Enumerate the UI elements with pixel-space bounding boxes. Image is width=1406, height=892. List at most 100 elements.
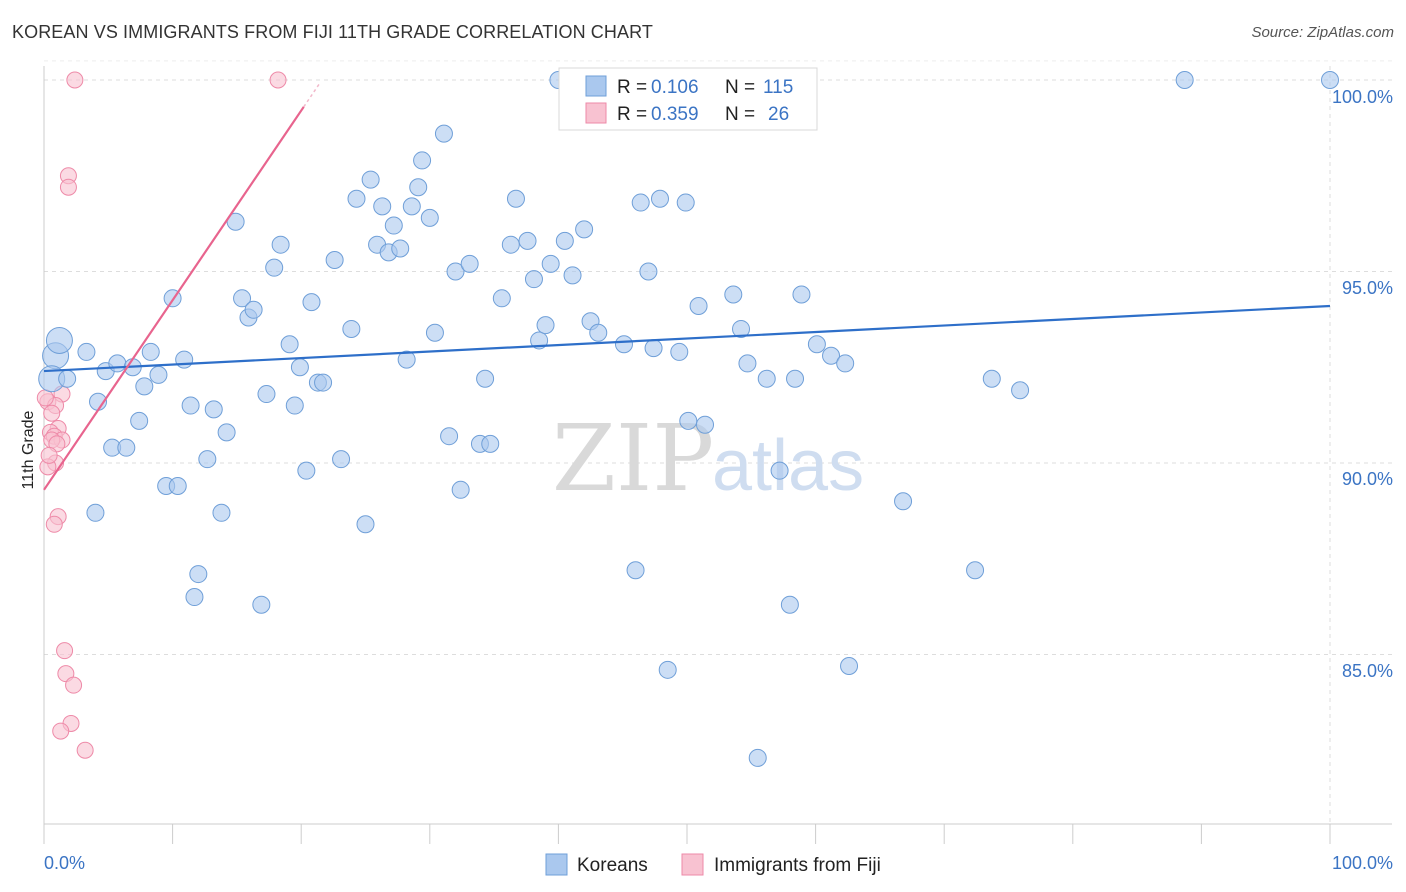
korean-point	[679, 411, 698, 430]
korean-series	[38, 71, 1339, 767]
korean-point	[1321, 71, 1339, 89]
korean-point	[786, 369, 805, 388]
korean-point	[413, 151, 432, 170]
x-tick-label-min: 0.0%	[44, 853, 85, 873]
korean-point	[626, 561, 645, 580]
legend-r-value-fiji: 0.359	[651, 104, 699, 125]
source-label: Source: ZipAtlas.com	[1251, 24, 1394, 41]
fiji-point	[45, 515, 63, 533]
korean-point	[108, 354, 127, 373]
korean-point	[297, 461, 316, 480]
korean-point	[149, 365, 168, 384]
korean-point	[332, 450, 351, 469]
korean-point	[451, 480, 470, 499]
korean-point	[198, 450, 217, 469]
korean-point	[314, 373, 333, 392]
korean-point	[614, 335, 633, 354]
legend-r-label-fiji: R =	[617, 104, 647, 125]
korean-point	[86, 503, 105, 522]
fiji-point	[43, 404, 61, 422]
korean-point	[252, 595, 271, 614]
korean-point	[1175, 71, 1194, 89]
korean-point	[780, 595, 799, 614]
korean-point	[770, 461, 789, 480]
korean-point	[530, 331, 549, 350]
korean-point	[58, 369, 77, 388]
y-tick-label-90: 90.0%	[1342, 469, 1393, 489]
korean-point	[347, 189, 366, 208]
korean-point	[425, 323, 444, 342]
korean-point	[501, 235, 520, 254]
legend-n-label-fiji: N =	[725, 104, 755, 125]
legend-r-label-koreans: R =	[617, 77, 647, 98]
fiji-point	[56, 642, 74, 660]
korean-point	[175, 350, 194, 369]
korean-point	[460, 254, 479, 273]
korean-point	[397, 350, 416, 369]
korean-point	[356, 515, 375, 534]
y-tick-label-100: 100.0%	[1332, 87, 1393, 107]
korean-point	[536, 316, 555, 335]
korean-point	[650, 189, 669, 208]
korean-point	[244, 300, 263, 319]
korean-point	[676, 193, 695, 212]
fiji-point	[65, 676, 83, 694]
korean-point	[644, 339, 663, 358]
fiji-trend-line	[43, 106, 305, 491]
korean-point	[748, 748, 767, 767]
korean-point	[302, 293, 321, 312]
korean-point	[822, 346, 841, 365]
korean-point	[524, 270, 543, 289]
fiji-series	[36, 71, 287, 759]
korean-point	[541, 254, 560, 273]
y-axis-label: 11th Grade	[20, 410, 37, 489]
legend-n-label-koreans: N =	[725, 77, 755, 98]
korean-point	[840, 656, 859, 675]
korean-point	[233, 289, 252, 308]
korean-point	[696, 415, 715, 434]
korean-point	[257, 385, 276, 404]
y-tick-label-85: 85.0%	[1342, 661, 1393, 681]
korean-point	[518, 231, 537, 250]
korean-point	[181, 396, 200, 415]
korean-point	[481, 434, 500, 453]
tick-labels: 0.0% 100.0% 85.0% 90.0% 95.0% 100.0%	[44, 87, 1393, 873]
korean-point	[342, 319, 361, 338]
korean-point	[982, 369, 1001, 388]
korean-point	[409, 178, 428, 197]
korean-point	[807, 335, 826, 354]
fiji-point	[36, 389, 54, 407]
bottom-legend-fiji: Immigrants from Fiji	[714, 855, 881, 876]
korean-point	[446, 262, 465, 281]
legend-n-value-fiji: 26	[768, 104, 789, 125]
x-tick-label-max: 100.0%	[1332, 853, 1393, 873]
korean-point	[185, 588, 204, 607]
korean-point	[141, 342, 160, 361]
korean-point	[373, 197, 392, 216]
korean-point	[168, 476, 187, 495]
korean-point	[189, 565, 208, 584]
watermark: ZIP atlas	[552, 405, 864, 512]
korean-point	[732, 319, 751, 338]
korean-point	[280, 335, 299, 354]
korean-point	[135, 377, 154, 396]
korean-point	[45, 326, 73, 354]
legend-n-value-koreans: 115	[763, 77, 793, 98]
korean-point	[217, 423, 236, 442]
korean-point	[589, 323, 608, 342]
korean-point	[894, 492, 913, 511]
korean-point	[555, 231, 574, 250]
korean-point	[290, 358, 309, 377]
korean-point	[440, 427, 459, 446]
korean-point	[130, 411, 149, 430]
korean-point	[658, 660, 677, 679]
fiji-point	[59, 178, 77, 196]
korean-point	[670, 342, 689, 361]
legend-r-value-koreans: 0.106	[651, 77, 699, 98]
fiji-point	[66, 71, 84, 89]
legend-swatch-fiji	[585, 102, 607, 124]
korean-point	[966, 561, 985, 580]
trend-lines	[43, 83, 1331, 491]
korean-point	[792, 285, 811, 304]
korean-point	[325, 251, 344, 270]
